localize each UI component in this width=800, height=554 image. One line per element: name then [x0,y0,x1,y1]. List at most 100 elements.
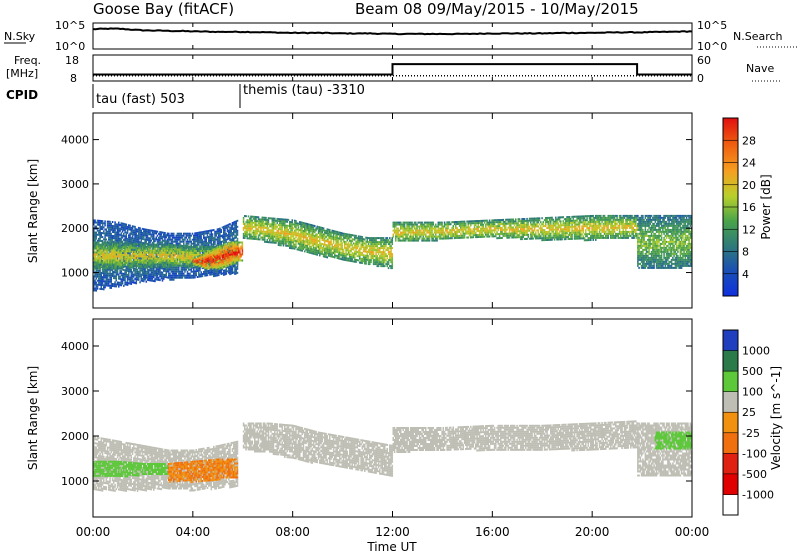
data-cell [301,239,304,242]
data-cell [185,265,188,268]
data-cell [198,243,200,246]
data-cell [327,248,330,251]
data-cell [143,238,145,241]
data-cell [214,265,216,268]
data-cell [181,253,184,255]
data-cell [302,248,305,250]
data-cell [272,235,275,238]
data-cell [294,245,296,248]
data-cell [193,272,195,275]
data-cell [204,250,206,252]
data-cell [222,260,225,263]
data-cell [212,264,215,267]
data-cell [210,253,212,256]
data-cell [217,251,220,254]
data-cell [191,265,194,268]
data-cell [133,246,135,249]
data-cell [131,266,134,269]
data-cell [140,231,143,234]
data-cell [193,234,195,237]
data-cell [94,251,96,254]
data-cell [134,277,136,280]
data-cell [191,274,194,277]
data-cell [335,232,337,235]
data-cell [131,252,134,255]
data-cell [247,233,250,236]
data-cell [151,233,154,236]
data-cell [301,241,304,244]
data-cell [116,281,119,284]
data-cell [304,250,306,253]
data-cell [314,243,316,245]
data-cell [143,230,145,233]
data-cell [94,289,96,292]
data-cell [105,257,108,260]
data-cell [153,263,155,266]
data-cell [215,270,218,273]
data-cell [144,228,146,231]
data-cell [304,236,306,239]
data-cell [139,241,141,244]
data-cell [244,227,246,229]
data-cell [291,239,294,242]
data-cell [219,263,221,266]
data-cell [93,265,95,268]
data-cell [170,234,173,237]
data-cell [98,265,100,268]
data-cell [219,253,221,256]
data-cell [282,232,285,235]
data-cell [186,246,189,249]
data-cell [310,228,312,230]
data-cell [159,241,161,244]
data-cell [153,272,155,274]
data-cell [231,228,234,230]
data-cell [286,230,289,233]
data-cell [227,264,230,267]
data-cell [321,235,324,237]
data-cell [133,252,135,255]
data-cell [202,261,205,264]
data-cell [116,223,119,226]
data-cell [199,264,201,267]
data-cell [332,246,335,248]
data-cell [218,238,220,241]
data-cell [108,226,110,229]
data-cell [155,249,158,252]
data-cell [230,245,233,248]
data-cell [294,221,296,224]
data-cell [130,254,133,257]
data-cell [119,281,121,284]
data-cell [212,250,215,253]
data-cell [208,270,210,272]
data-cell [106,284,109,287]
data-cell [204,242,206,245]
data-cell [150,277,153,280]
data-cell [161,237,164,240]
data-cell [301,235,304,238]
data-cell [194,254,196,256]
data-cell [171,236,174,239]
data-cell [301,245,304,248]
data-cell [205,240,208,243]
data-cell [104,272,106,275]
data-cell [272,233,275,236]
data-cell [196,259,199,262]
data-cell [154,245,156,248]
data-cell [170,274,173,277]
data-cell [98,255,100,258]
data-cell [271,223,274,226]
data-cell [305,222,307,225]
data-cell [150,249,153,252]
data-cell [265,226,267,229]
data-cell [178,252,180,255]
data-cell [154,274,156,277]
data-cell [108,245,110,248]
data-cell [198,267,200,270]
data-cell [260,228,262,231]
data-cell [209,250,211,253]
data-cell [96,273,99,276]
data-cell [291,235,294,238]
data-cell [125,269,128,272]
data-cell [255,232,257,234]
data-cell [184,232,186,235]
